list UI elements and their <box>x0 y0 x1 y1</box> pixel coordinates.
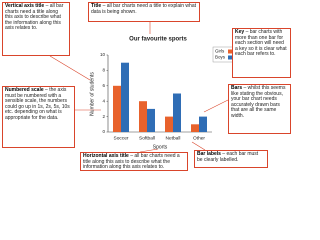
arrow <box>191 141 206 151</box>
x-tick-label: Soccer <box>114 135 129 141</box>
annotation: Key – bar charts with more than one bar … <box>232 28 291 78</box>
bar <box>113 85 121 132</box>
bar <box>139 101 147 132</box>
annotation: Bar labels – each bar must be clearly la… <box>194 150 268 168</box>
annotation-heading: Bar labels <box>197 151 221 157</box>
legend-swatch <box>228 55 233 60</box>
annotation: Horizontal axis title – all bar charts n… <box>80 152 188 171</box>
annotation-heading: Key <box>235 29 245 35</box>
annotation-heading: Numbered scale <box>5 87 44 93</box>
y-tick-label: 6 <box>102 83 105 88</box>
chart: Our favourite sports Number of students … <box>49 22 236 153</box>
legend-swatch <box>228 49 233 54</box>
diagram: Our favourite sports Number of students … <box>2 2 291 171</box>
annotation-heading: Horizontal axis title <box>83 153 129 159</box>
annotation-heading: Title <box>91 3 102 9</box>
legend-label: Boys <box>215 55 226 60</box>
annotation-text: – all bar charts need a title to explain… <box>91 3 196 15</box>
bar <box>173 93 181 132</box>
bar <box>191 124 199 132</box>
bar <box>147 108 155 132</box>
annotation-heading: Vertical axis title <box>5 3 45 9</box>
annotation-text: – all bar charts need a title along this… <box>5 3 64 32</box>
annotation: Title – all bar charts need a title to e… <box>88 2 200 22</box>
x-tick-label: Softball <box>139 135 155 141</box>
annotation-text: – all bar charts need a title along this… <box>83 153 180 171</box>
y-tick-label: 8 <box>102 68 105 73</box>
y-axis-title: Number of students <box>89 72 95 116</box>
annotation-text: – the axis must be numbered with a sensi… <box>5 87 70 121</box>
annotation: Vertical axis title – all bar charts nee… <box>2 2 70 56</box>
y-tick-label: 10 <box>100 52 106 57</box>
annotation-heading: Bars <box>231 85 243 91</box>
bar <box>121 62 129 133</box>
chart-title: Our favourite sports <box>129 37 187 43</box>
annotation-text: – whilst this seems like stating the obv… <box>231 85 286 119</box>
y-tick-label: 4 <box>102 98 105 103</box>
y-tick-label: 2 <box>102 114 105 119</box>
y-tick-label: 0 <box>102 129 105 134</box>
arrow <box>203 99 229 113</box>
x-tick-label: Netball <box>166 135 181 141</box>
annotation-text: – each bar must be clearly labelled. <box>197 151 259 163</box>
x-axis-title: Sports <box>153 144 168 150</box>
bar <box>199 116 207 132</box>
arrow <box>139 148 159 153</box>
annotation-text: – bar charts with more than one bar for … <box>235 29 287 58</box>
x-tick-label: Other <box>193 135 205 141</box>
legend-label: Girls <box>215 49 225 54</box>
annotation: Numbered scale – the axis must be number… <box>2 86 75 148</box>
annotation: Bars – whilst this seems like stating th… <box>228 84 291 134</box>
bar <box>165 116 173 132</box>
arrow <box>49 55 91 81</box>
